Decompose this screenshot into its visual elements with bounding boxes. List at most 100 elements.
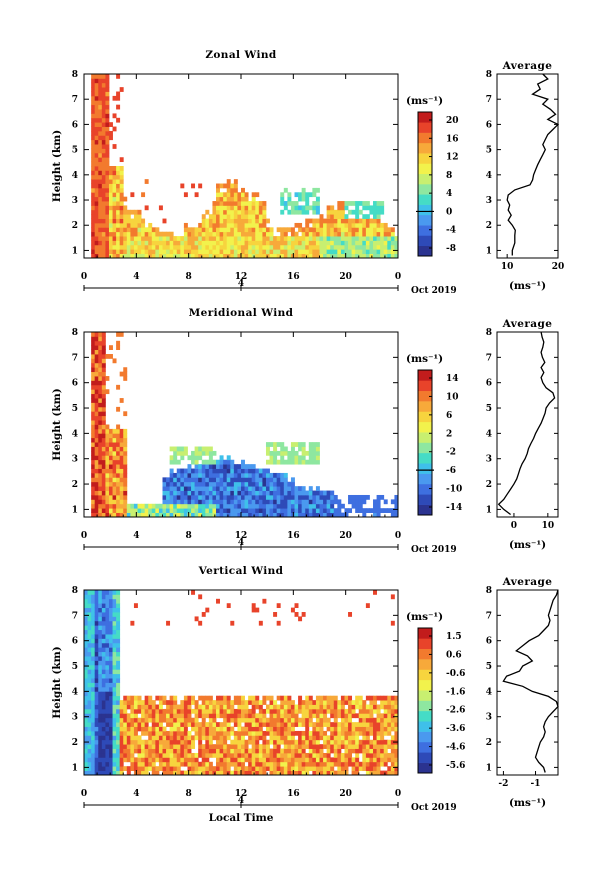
heatmap-cell <box>344 201 349 206</box>
heatmap-cell <box>326 499 331 505</box>
heatmap-cell <box>269 695 274 701</box>
heatmap-cell <box>94 735 99 741</box>
heatmap-cell <box>119 766 124 771</box>
heatmap-cell <box>155 726 160 732</box>
heatmap-cell <box>105 148 110 154</box>
heatmap-cell <box>244 757 249 763</box>
heatmap-cell <box>112 669 117 675</box>
heatmap-cell <box>269 442 274 447</box>
heatmap-cell <box>251 730 256 736</box>
heatmap-cell <box>158 717 163 723</box>
heatmap-cell <box>333 761 338 767</box>
heatmap-cell <box>290 499 295 505</box>
heatmap-cell <box>91 179 96 184</box>
heatmap-cell <box>94 651 99 657</box>
heatmap-cell <box>148 704 153 710</box>
heatmap-cell <box>390 726 395 732</box>
heatmap-cell <box>191 468 196 474</box>
colorbar-swatch <box>418 225 432 236</box>
heatmap-cell <box>126 253 131 259</box>
heatmap-cell <box>158 726 163 732</box>
heatmap-cell <box>262 730 267 736</box>
heatmap-cell <box>376 748 381 754</box>
heatmap-cell <box>290 442 295 447</box>
heatmap-cell <box>269 244 274 250</box>
heatmap-cell <box>233 499 238 505</box>
heatmap-cell <box>383 726 388 732</box>
heatmap-cell <box>380 757 385 763</box>
heatmap-cell <box>101 420 106 425</box>
y-tick-label: 4 <box>72 171 78 181</box>
heatmap-cell <box>305 704 310 710</box>
heatmap-cell <box>323 494 328 500</box>
heatmap-cell <box>319 253 324 259</box>
heatmap-cell <box>108 218 113 224</box>
heatmap-cell <box>112 678 117 683</box>
heatmap-cell <box>119 757 124 763</box>
heatmap-cell <box>112 166 117 171</box>
heatmap-cell <box>98 135 103 141</box>
heatmap-cell <box>365 748 370 754</box>
heatmap-cell <box>183 227 188 233</box>
heatmap-cell <box>308 494 313 500</box>
heatmap-cell <box>84 713 88 719</box>
heatmap-cell <box>276 708 281 714</box>
heatmap-cell <box>394 244 399 250</box>
heatmap-cell <box>233 770 238 776</box>
heatmap-cell <box>280 512 285 518</box>
heatmap-cell <box>94 647 99 653</box>
heatmap-cell <box>98 612 103 617</box>
heatmap-cell <box>287 240 292 246</box>
heatmap-cell <box>137 244 142 250</box>
heatmap-cell <box>269 490 274 496</box>
x-tick-label: 20 <box>339 531 352 541</box>
heatmap-cell <box>112 735 117 741</box>
heatmap-cell <box>98 634 103 639</box>
heatmap-cell <box>298 196 303 202</box>
heatmap-cell <box>340 244 345 250</box>
heatmap-cell <box>98 647 103 653</box>
heatmap-cell <box>208 459 213 465</box>
heatmap-cell <box>101 358 106 364</box>
heatmap-cell <box>187 481 192 487</box>
heatmap-cell <box>337 205 342 211</box>
heatmap-cell <box>287 503 292 509</box>
heatmap-cell <box>133 236 138 241</box>
heatmap-cell <box>162 717 167 723</box>
heatmap-cell <box>323 770 328 776</box>
heatmap-cell <box>308 752 313 758</box>
heatmap-cell <box>355 503 360 509</box>
heatmap-cell <box>301 442 306 447</box>
heatmap-cell <box>305 236 310 241</box>
heatmap-cell <box>205 236 210 241</box>
colorbar-swatch <box>418 494 432 505</box>
heatmap-cell <box>126 244 131 250</box>
heatmap-cell <box>216 735 220 741</box>
heatmap-cell <box>94 157 99 163</box>
heatmap-cell <box>98 130 103 136</box>
heatmap-cell <box>355 766 360 771</box>
heatmap-cell <box>280 231 285 237</box>
heatmap-cell <box>355 713 360 719</box>
heatmap-cell <box>230 739 235 745</box>
heatmap-cell <box>237 464 242 469</box>
heatmap-cell <box>290 494 295 500</box>
heatmap-cell <box>98 91 103 97</box>
heatmap-cell <box>91 722 96 727</box>
heatmap-cell <box>262 700 267 705</box>
heatmap-cell <box>241 708 245 714</box>
heatmap-cell <box>380 244 385 250</box>
heatmap-cell <box>87 660 92 666</box>
heatmap-cell <box>112 486 117 491</box>
heatmap-cell <box>223 508 228 513</box>
heatmap-cell <box>198 481 203 487</box>
panel-title: Vertical Wind <box>198 565 284 577</box>
heatmap-cell <box>340 214 345 219</box>
heatmap-cell <box>119 166 124 171</box>
heatmap-cell <box>130 508 135 513</box>
heatmap-cell <box>219 490 224 496</box>
heatmap-cell <box>387 717 392 723</box>
heatmap-cell <box>98 766 103 771</box>
colorbar-swatch <box>418 638 432 650</box>
heatmap-cell <box>244 236 249 241</box>
